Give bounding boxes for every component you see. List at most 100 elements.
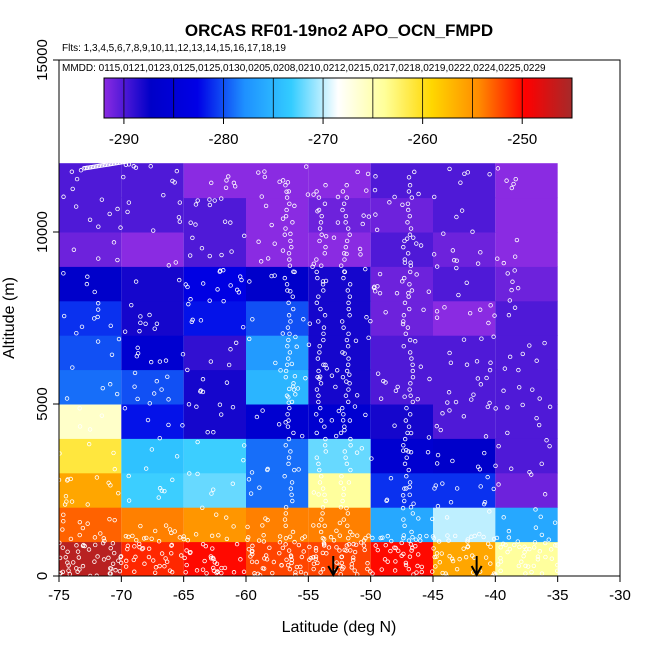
sample-point <box>208 359 214 364</box>
sample-point <box>280 216 286 221</box>
sample-point <box>74 543 79 548</box>
heatmap-cell <box>308 369 371 405</box>
sample-point <box>365 171 371 177</box>
sample-point <box>257 573 263 576</box>
sample-point <box>335 220 341 225</box>
sample-point <box>343 213 349 219</box>
sample-point <box>441 231 446 236</box>
sample-point <box>407 337 413 343</box>
sample-point <box>434 309 440 314</box>
sample-point <box>211 487 216 492</box>
sample-point <box>246 547 252 552</box>
sample-point <box>323 244 328 250</box>
sample-point <box>346 535 351 541</box>
sample-point <box>212 560 217 565</box>
sample-point <box>506 535 512 540</box>
chart-title: ORCAS RF01-19no2 APO_OCN_FMPD <box>185 21 493 40</box>
sample-point <box>290 220 295 225</box>
sample-point <box>285 412 290 417</box>
sample-point <box>387 200 392 205</box>
heatmap-cell <box>183 335 246 371</box>
sample-point <box>283 505 289 510</box>
sample-point <box>142 561 147 566</box>
sample-point <box>92 542 98 548</box>
sample-point <box>241 457 246 463</box>
sample-point <box>569 489 574 494</box>
sample-point <box>322 424 327 429</box>
sample-point <box>247 336 252 342</box>
sample-point <box>222 219 228 224</box>
sample-point <box>256 170 261 175</box>
sample-point <box>342 257 347 262</box>
sample-point <box>279 563 284 568</box>
sample-point <box>319 517 324 522</box>
colorbar-tick-label-3: -260 <box>408 131 438 148</box>
sample-point <box>291 381 296 386</box>
sample-point <box>177 200 183 205</box>
sample-point <box>415 396 420 402</box>
heatmap-cell <box>59 335 122 371</box>
sample-point <box>501 260 506 266</box>
sample-point <box>401 319 406 324</box>
sample-point <box>339 319 345 324</box>
sample-point <box>346 399 351 405</box>
sample-point <box>495 562 501 567</box>
sample-point <box>483 434 489 439</box>
sample-point <box>323 449 328 454</box>
sample-point <box>287 386 292 392</box>
sample-point <box>475 464 481 470</box>
sample-point <box>392 568 398 573</box>
sample-point <box>298 569 304 575</box>
sample-point <box>506 312 512 318</box>
sample-point <box>421 307 426 313</box>
sample-point <box>462 171 467 177</box>
sample-point <box>162 488 167 494</box>
heatmap-cell <box>495 438 558 474</box>
heatmap-cell <box>495 472 558 508</box>
sample-point <box>410 511 416 516</box>
sample-point <box>344 461 350 467</box>
sample-point <box>400 321 406 327</box>
sample-point <box>402 275 407 281</box>
sample-point <box>146 546 152 551</box>
sample-point <box>547 404 553 410</box>
sample-point <box>110 561 116 566</box>
sample-point <box>123 564 129 569</box>
sample-point <box>256 239 261 244</box>
sample-point <box>365 561 370 566</box>
x-axis: -75 -70 -65 -60 -55 -50 -45 -40 -35 -30 <box>48 576 631 604</box>
x-axis-label: Latitude (deg N) <box>282 619 397 636</box>
sample-point <box>111 550 117 556</box>
sample-point <box>282 232 287 237</box>
sample-point <box>283 443 288 448</box>
sample-point <box>342 269 348 275</box>
colorbar-tick-label-0: -290 <box>109 131 139 148</box>
sample-point <box>132 544 137 549</box>
sample-point <box>345 362 351 367</box>
sample-point <box>365 566 370 572</box>
sample-point <box>126 498 132 503</box>
sample-point <box>481 501 487 507</box>
sample-point <box>498 555 503 561</box>
heatmap-cell <box>246 232 309 267</box>
sample-point <box>70 186 75 192</box>
sample-point <box>285 325 291 330</box>
sample-point <box>503 542 508 548</box>
sample-point <box>307 321 313 326</box>
sample-point <box>354 533 360 538</box>
sample-point <box>341 517 346 522</box>
sample-point <box>116 336 122 342</box>
sample-point <box>447 166 452 172</box>
sample-point <box>74 331 79 336</box>
sample-point <box>187 253 193 258</box>
sample-point <box>348 443 353 448</box>
sample-point <box>123 533 129 539</box>
sample-point <box>447 408 452 413</box>
sample-point <box>293 334 298 340</box>
sample-point <box>62 502 68 507</box>
heatmap-cell <box>59 369 122 405</box>
sample-point <box>405 251 411 256</box>
sample-point <box>496 443 501 449</box>
sample-point <box>157 435 162 441</box>
sample-point <box>485 474 490 480</box>
